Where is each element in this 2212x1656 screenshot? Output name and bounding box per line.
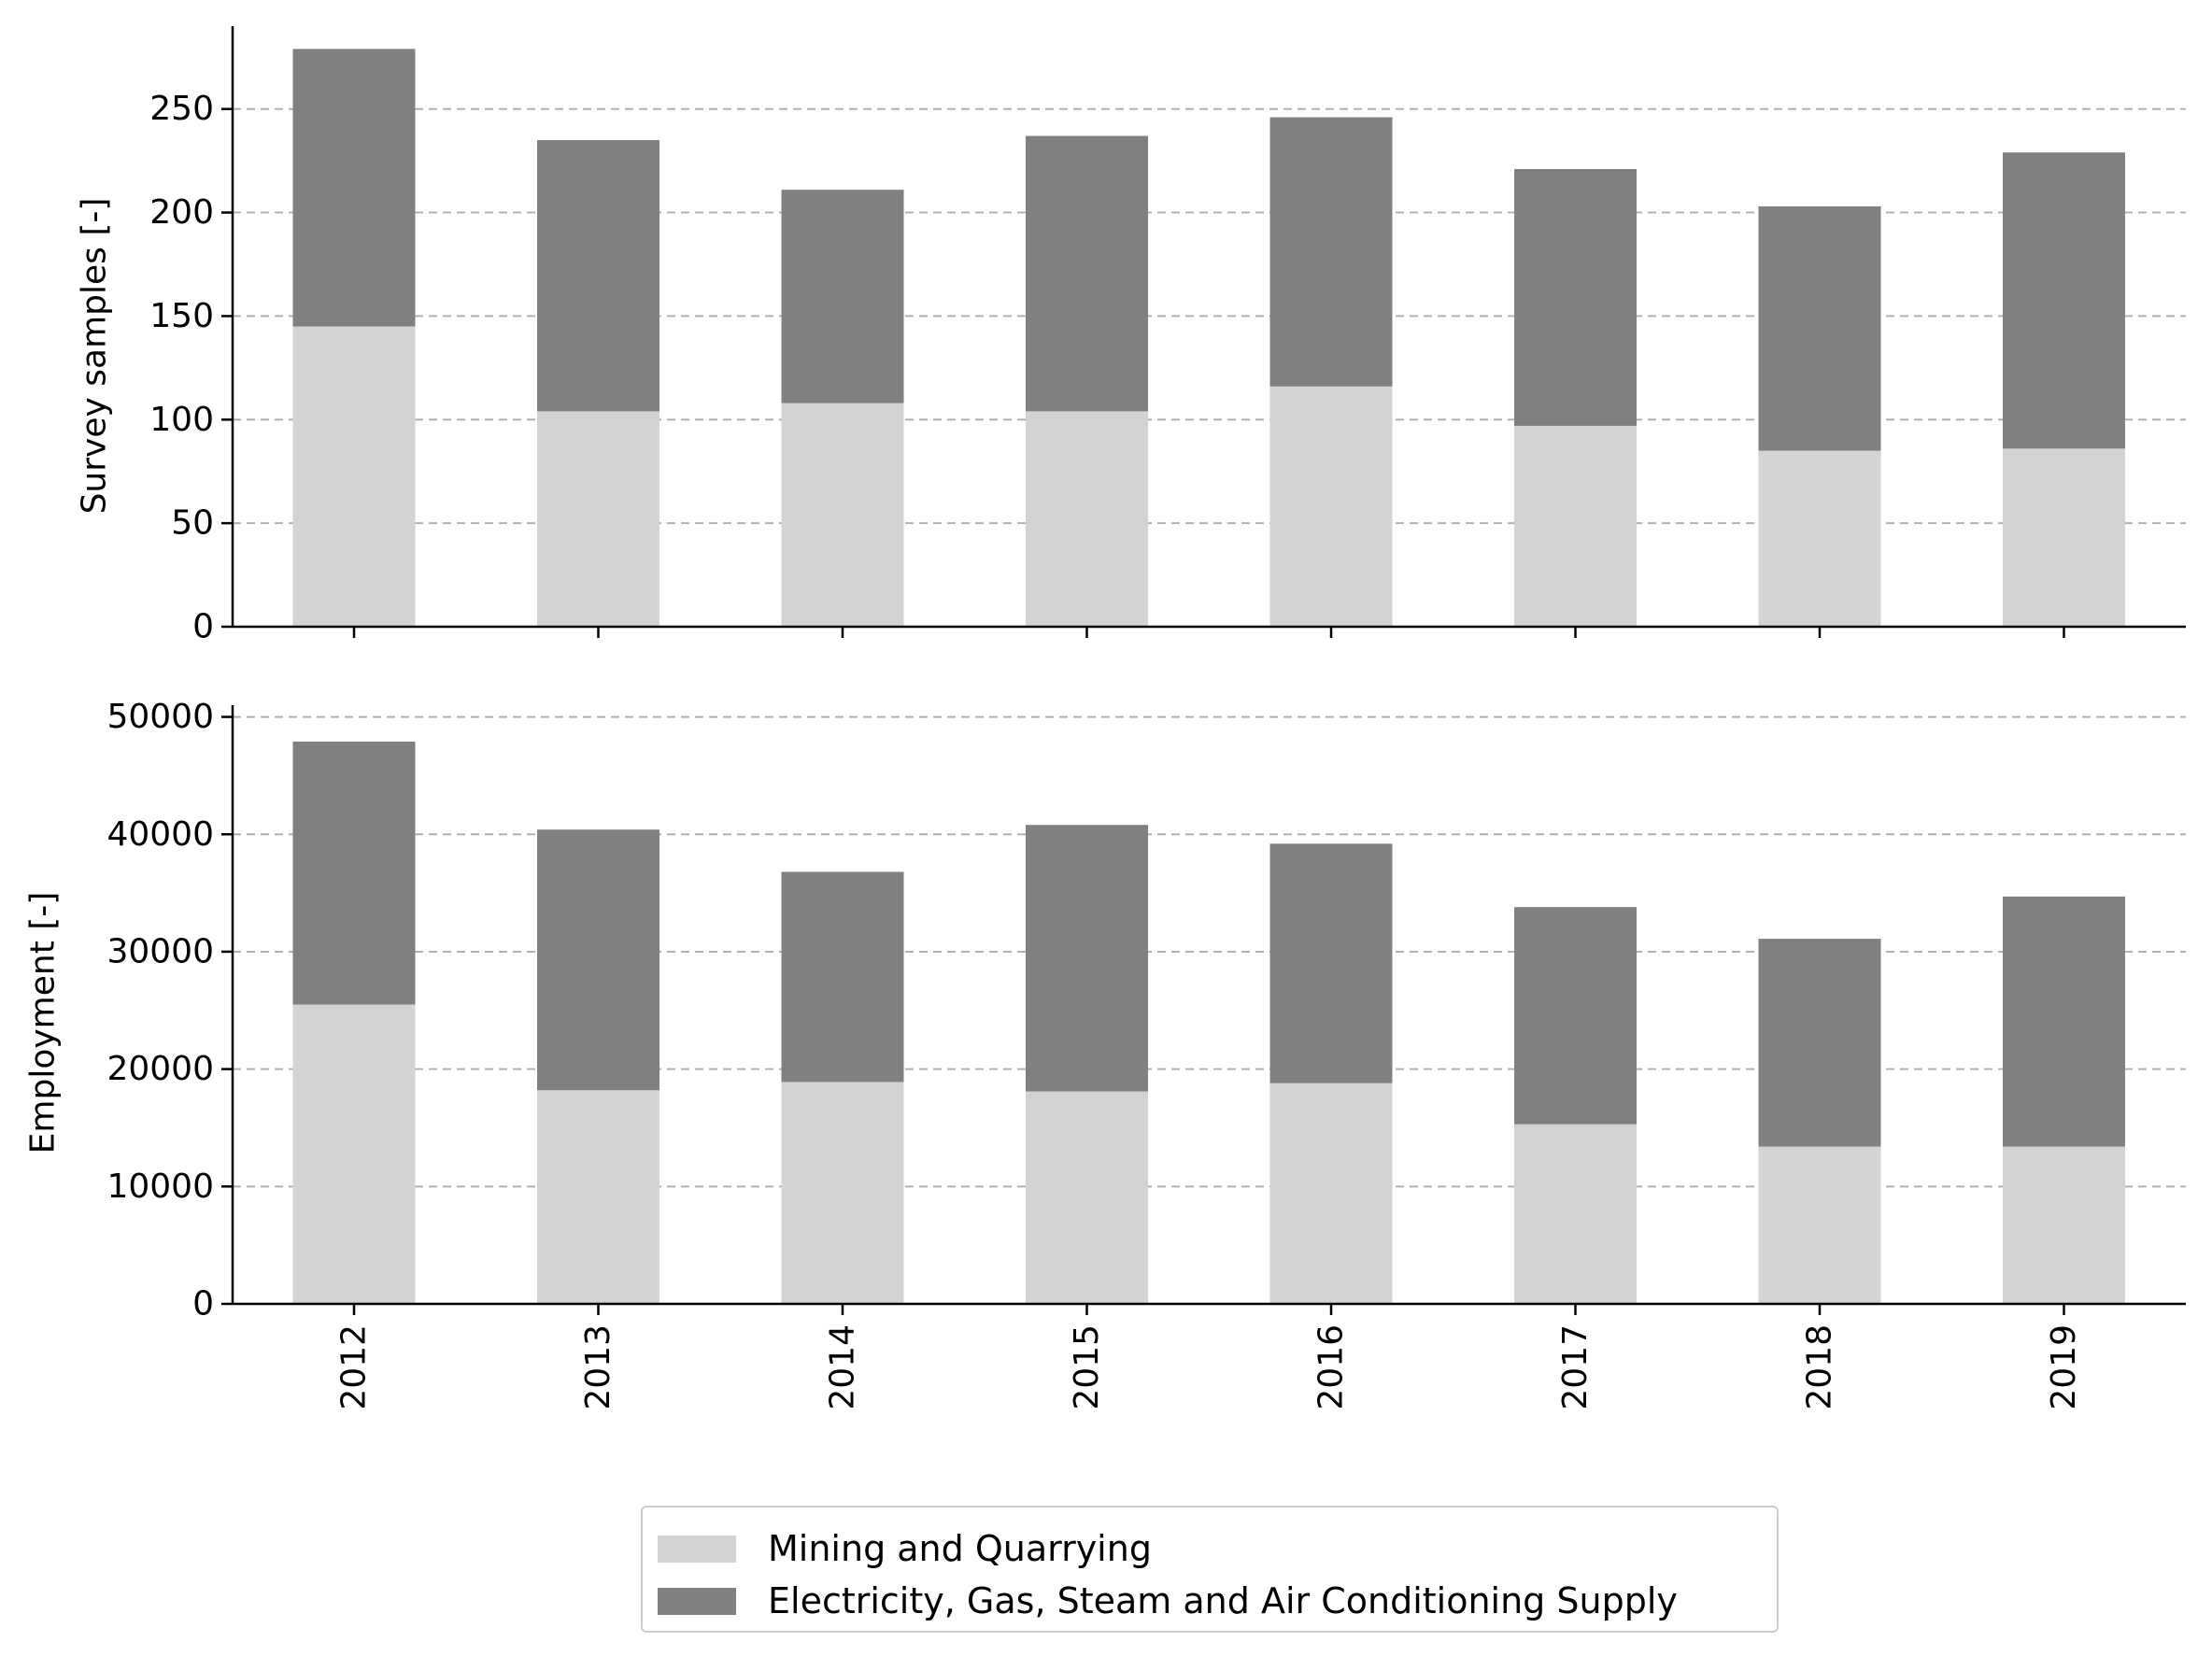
bar-mining-2014 [781, 403, 904, 627]
bar-electricity-2017 [1514, 168, 1637, 426]
y-tick-label: 0 [192, 608, 214, 646]
y-tick-label: 200 [149, 193, 214, 232]
x-tick-label: 2015 [1068, 1324, 1106, 1410]
bar-mining-2015 [1026, 411, 1148, 627]
bar-mining-2015 [1026, 1091, 1148, 1304]
legend-entry-mining: Mining and Quarrying [658, 1528, 1152, 1569]
bar-mining-2013 [537, 411, 659, 627]
employment-panel: 0 10000 20000 30000 40000 50000 2012 2013 2014 20… [24, 698, 2186, 1410]
bar-electricity-2014 [781, 190, 904, 403]
y-tick-label: 100 [149, 401, 214, 439]
y-tick-label: 50 [171, 504, 214, 543]
bar-mining-2018 [1758, 1146, 1881, 1304]
y-axis-label: Employment [-] [24, 892, 63, 1154]
bar-electricity-2017 [1514, 907, 1637, 1125]
bar-mining-2016 [1269, 1083, 1393, 1304]
legend-swatch-mining [658, 1535, 736, 1563]
x-tick-label: 2019 [2045, 1324, 2083, 1410]
bar-electricity-2012 [292, 49, 416, 327]
bar-mining-2019 [2003, 448, 2125, 627]
y-tick-label: 20000 [106, 1050, 214, 1088]
bar-mining-2017 [1514, 1124, 1637, 1304]
bar-electricity-2013 [537, 139, 659, 412]
bar-electricity-2015 [1026, 825, 1148, 1092]
bar-mining-2014 [781, 1082, 904, 1304]
x-tick-label: 2016 [1312, 1324, 1351, 1410]
bar-mining-2017 [1514, 425, 1637, 627]
bar-electricity-2019 [2003, 896, 2125, 1147]
bar-electricity-2014 [781, 871, 904, 1083]
bar-electricity-2016 [1269, 117, 1393, 387]
y-tick-label: 40000 [106, 815, 214, 854]
bar-electricity-2018 [1758, 939, 1881, 1147]
y-tick-label: 150 [149, 297, 214, 335]
bar-mining-2012 [292, 1004, 416, 1304]
bar-mining-2018 [1758, 450, 1881, 627]
bar-mining-2013 [537, 1090, 659, 1304]
y-tick-label: 50000 [106, 698, 214, 736]
x-tick-label: 2014 [824, 1324, 862, 1410]
bar-mining-2019 [2003, 1146, 2125, 1304]
legend-label-electricity: Electricity, Gas, Steam and Air Conditio… [768, 1580, 1678, 1621]
legend-label-mining: Mining and Quarrying [768, 1528, 1152, 1569]
legend-entry-electricity: Electricity, Gas, Steam and Air Conditio… [658, 1580, 1678, 1621]
bar-electricity-2018 [1758, 205, 1881, 451]
y-tick-label: 0 [192, 1285, 214, 1323]
x-tick-label: 2018 [1801, 1324, 1839, 1410]
y-tick-label: 30000 [106, 932, 214, 970]
y-tick-label: 10000 [106, 1168, 214, 1206]
bar-electricity-2016 [1269, 843, 1393, 1083]
bar-electricity-2012 [292, 741, 416, 1005]
x-tick-label: 2013 [579, 1324, 617, 1410]
legend: Mining and Quarrying Electricity, Gas, S… [641, 1506, 1779, 1633]
bar-electricity-2019 [2003, 152, 2125, 449]
y-axis-label: Survey samples [-] [76, 198, 114, 515]
bar-mining-2016 [1269, 386, 1393, 627]
y-tick-label: 250 [149, 90, 214, 128]
x-tick-label: 2012 [335, 1324, 374, 1410]
bar-electricity-2013 [537, 829, 659, 1091]
survey-samples-panel: 0 50 100 150 200 250 Survey samples [-] [76, 26, 2186, 646]
x-tick-label: 2017 [1556, 1324, 1595, 1410]
bar-mining-2012 [292, 326, 416, 627]
bar-electricity-2015 [1026, 135, 1148, 412]
legend-swatch-electricity [658, 1587, 736, 1615]
